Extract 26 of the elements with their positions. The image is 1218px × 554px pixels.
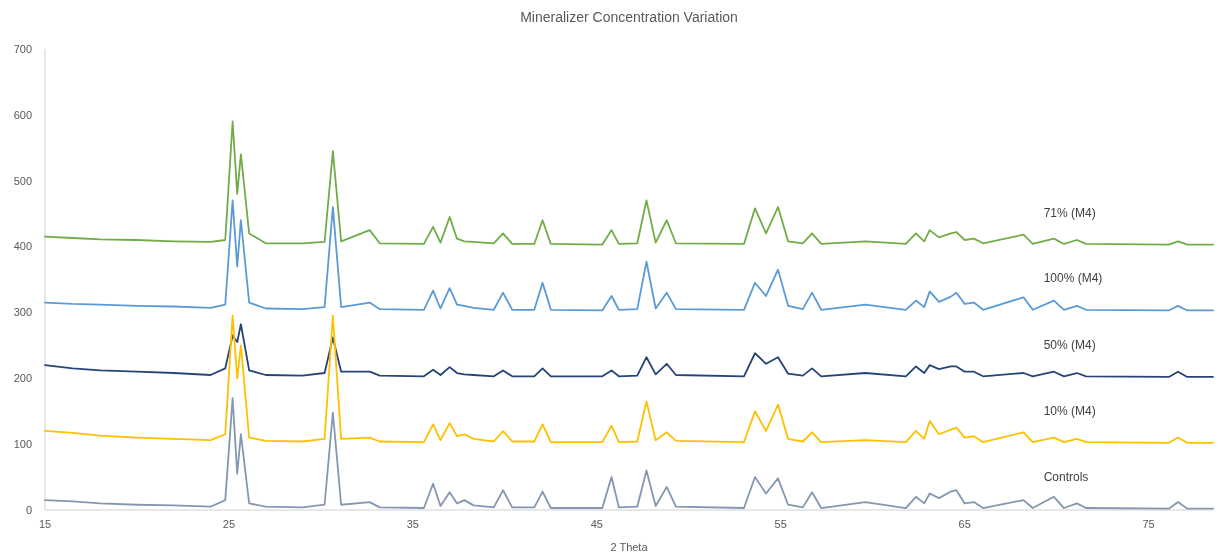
y-tick-label: 200 <box>13 372 32 385</box>
y-tick-label: 500 <box>13 174 32 187</box>
x-tick-label: 55 <box>774 518 787 530</box>
y-tick-label: 700 <box>13 42 32 55</box>
line-series <box>44 314 1214 444</box>
line-series <box>44 323 1214 378</box>
series-label: 10% (M4) <box>1043 403 1096 418</box>
series-label: 71% (M4) <box>1043 205 1096 220</box>
chart-title: Mineralizer Concentration Variation <box>520 9 738 25</box>
y-tick-label: 400 <box>13 240 32 253</box>
x-tick-label: 45 <box>590 518 603 530</box>
x-tick-label: 75 <box>1142 518 1155 530</box>
y-tick-label: 600 <box>13 108 32 121</box>
line-series <box>44 120 1214 246</box>
x-tick-label: 25 <box>222 518 236 530</box>
series-label: 100% (M4) <box>1043 271 1103 286</box>
y-tick-label: 0 <box>25 503 32 516</box>
series-label: 50% (M4) <box>1043 337 1096 352</box>
x-tick-label: 15 <box>38 518 52 530</box>
series-label: Controls <box>1043 469 1089 484</box>
line-series <box>44 199 1214 312</box>
x-axis-title: 2 Theta <box>610 541 649 553</box>
y-tick-label: 100 <box>13 437 32 450</box>
x-tick-label: 35 <box>406 518 419 530</box>
y-tick-label: 300 <box>13 306 32 319</box>
x-tick-label: 65 <box>958 518 971 530</box>
